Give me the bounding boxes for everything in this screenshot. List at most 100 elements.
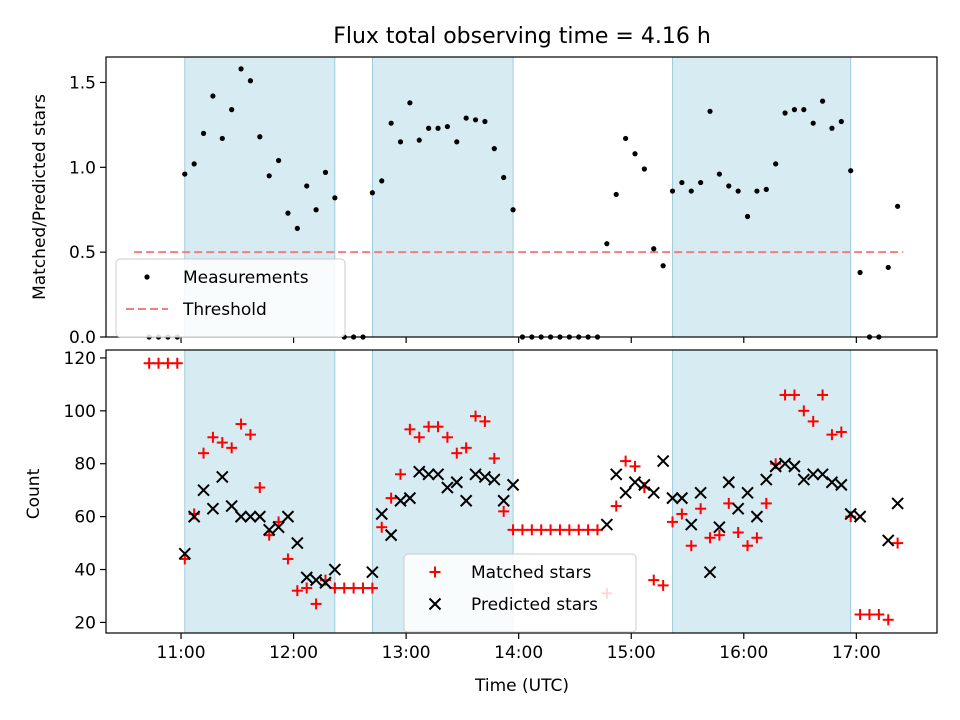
bottom-series-0-point-2 (162, 358, 173, 369)
top-series-0-point-72 (820, 99, 825, 104)
top-series-0-point-49 (604, 241, 609, 246)
top-series-0-point-13 (267, 173, 272, 178)
top-series-0-point-31 (435, 126, 440, 131)
top-series-0-point-65 (754, 188, 759, 193)
top-series-0-point-64 (745, 214, 750, 219)
top-series-0-point-17 (304, 183, 309, 188)
bottom-series-0-point-54 (648, 575, 659, 586)
bottom-y-axis-label: Count (24, 468, 44, 519)
top-series-0-point-70 (801, 107, 806, 112)
top-series-0-point-7 (210, 93, 215, 98)
top-series-0-point-19 (323, 170, 328, 175)
top-series-0-point-5 (192, 161, 197, 166)
top-series-0-point-67 (773, 161, 778, 166)
top-shaded-interval-1 (372, 57, 513, 337)
x-tick-label-6: 17:00 (832, 643, 881, 663)
top-series-0-point-73 (829, 126, 834, 131)
bottom-series-0-point-80 (892, 538, 903, 549)
x-tick-label-4: 15:00 (607, 643, 656, 663)
bottom-series-0-point-47 (583, 524, 594, 535)
top-series-0-point-33 (454, 139, 459, 144)
top-series-0-point-8 (220, 136, 225, 141)
bottom-series-1-point-33 (601, 519, 612, 530)
top-series-0-point-4 (182, 171, 187, 176)
top-y-tick-label-2: 1.0 (69, 158, 96, 178)
bottom-series-0-point-79 (883, 614, 894, 625)
top-y-tick-label-1: 0.5 (69, 243, 96, 263)
bottom-series-0-point-43 (545, 524, 556, 535)
x-tick-label-0: 11:00 (157, 643, 206, 663)
bottom-series-0-point-40 (517, 524, 528, 535)
top-series-0-point-75 (848, 168, 853, 173)
x-tick-label-1: 12:00 (269, 643, 318, 663)
top-series-0-point-61 (717, 171, 722, 176)
bottom-y-tick-label-4: 100 (64, 402, 96, 422)
top-legend-label-0: Measurements (183, 268, 309, 288)
top-series-0-point-71 (811, 121, 816, 126)
bottom-series-0-point-76 (855, 609, 866, 620)
top-series-0-point-68 (782, 110, 787, 115)
bottom-series-1-point-35 (620, 487, 631, 498)
top-series-0-point-79 (886, 265, 891, 270)
bottom-series-1-point-38 (648, 487, 659, 498)
top-series-0-point-12 (257, 134, 262, 139)
bottom-legend-label-1: Predicted stars (471, 595, 598, 615)
bottom-series-0-point-0 (144, 358, 155, 369)
top-series-0-point-35 (473, 117, 478, 122)
bottom-y-tick-label-0: 20 (74, 613, 96, 633)
bottom-series-1-point-36 (629, 477, 640, 488)
top-series-0-point-32 (445, 124, 450, 129)
top-series-0-point-50 (614, 192, 619, 197)
top-series-0-point-11 (248, 78, 253, 83)
bottom-legend-label-0: Matched stars (471, 563, 591, 583)
bottom-series-0-point-45 (564, 524, 575, 535)
top-series-0-point-57 (679, 180, 684, 185)
top-series-0-point-74 (839, 119, 844, 124)
bottom-y-tick-label-3: 80 (74, 455, 96, 475)
top-series-0-point-53 (642, 166, 647, 171)
top-series-0-point-80 (895, 204, 900, 209)
top-series-0-point-30 (426, 126, 431, 131)
top-series-0-point-58 (689, 188, 694, 193)
chart: Flux total observing time = 4.16 h Time … (0, 0, 960, 720)
top-series-0-point-52 (632, 151, 637, 156)
top-series-0-point-62 (726, 183, 731, 188)
x-tick-label-5: 16:00 (719, 643, 768, 663)
chart-title: Flux total observing time = 4.16 h (333, 24, 711, 49)
top-y-axis-label: Matched/Predicted stars (30, 94, 50, 300)
top-series-0-point-39 (510, 207, 515, 212)
bottom-series-0-point-42 (536, 524, 547, 535)
bottom-series-1-point-34 (611, 469, 622, 480)
bottom-series-0-point-44 (554, 524, 565, 535)
bottom-series-1-point-62 (892, 498, 903, 509)
top-series-0-point-55 (661, 263, 666, 268)
bottom-series-0-point-51 (620, 456, 631, 467)
x-axis-label: Time (UTC) (474, 676, 569, 696)
bottom-series-0-point-78 (873, 609, 884, 620)
top-series-0-point-24 (370, 190, 375, 195)
top-series-0-point-37 (492, 146, 497, 151)
bottom-y-tick-label-2: 60 (74, 508, 96, 528)
top-series-0-point-18 (313, 207, 318, 212)
top-series-0-point-59 (698, 180, 703, 185)
bottom-series-0-point-41 (526, 524, 537, 535)
top-series-0-point-25 (379, 178, 384, 183)
bottom-series-0-point-23 (357, 583, 368, 594)
bottom-series-0-point-46 (573, 524, 584, 535)
top-series-0-point-76 (857, 270, 862, 275)
bottom-series-0-point-77 (864, 609, 875, 620)
top-series-0-point-28 (407, 100, 412, 105)
bottom-series-1-point-61 (883, 535, 894, 546)
bottom-series-0-point-22 (348, 583, 359, 594)
top-series-0-point-60 (707, 109, 712, 114)
bottom-series-0-point-52 (629, 461, 640, 472)
bottom-series-1-point-60 (855, 511, 866, 522)
legend-threshold-label: Threshold (182, 300, 267, 320)
top-series-0-point-38 (501, 175, 506, 180)
bottom-series-0-point-3 (172, 358, 183, 369)
bottom-y-tick-label-5: 120 (64, 349, 96, 369)
top-series-0-point-15 (285, 211, 290, 216)
top-series-0-point-10 (238, 66, 243, 71)
top-series-0-point-6 (201, 131, 206, 136)
top-series-0-point-36 (482, 119, 487, 124)
